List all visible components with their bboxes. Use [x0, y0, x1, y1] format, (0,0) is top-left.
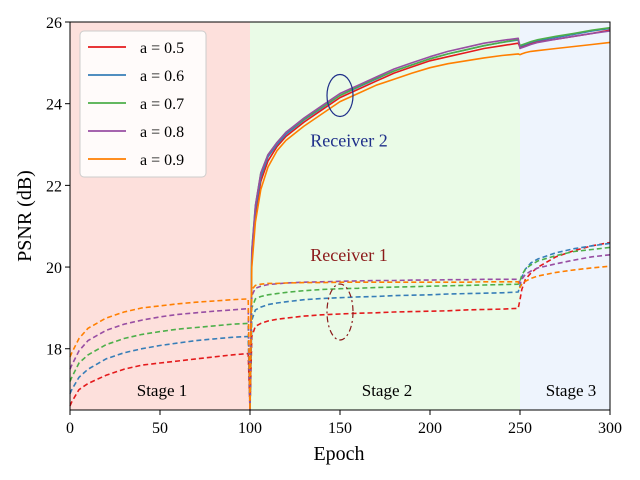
series-line-receiver1-07: [69, 246, 611, 411]
y-tick-label: 22: [46, 178, 62, 195]
series-line-receiver2-09: [249, 41, 611, 411]
x-tick-label: 0: [66, 420, 74, 437]
series-line-receiver2-05: [249, 29, 611, 411]
stage-2-label: Stage 2: [362, 381, 413, 400]
y-tick-label: 20: [46, 260, 62, 277]
receiver-2-ellipse: [326, 73, 354, 118]
x-axis-title: Epoch: [313, 443, 364, 465]
stage-labels: Stage 1 Stage 2 Stage 3: [137, 381, 597, 400]
series-line-receiver1-09: [69, 265, 611, 411]
y-tick-label: 24: [46, 97, 62, 114]
y-tick-label: 26: [46, 15, 62, 32]
annotations: Receiver 2 Receiver 1: [310, 73, 388, 341]
x-tick-label: 50: [152, 420, 168, 437]
stage-2-background: [250, 22, 520, 410]
x-tick-label: 200: [418, 420, 442, 437]
series-line-receiver2-08: [249, 30, 611, 411]
legend-label: a = 0.8: [140, 124, 184, 141]
y-axis-title: PSNR (dB): [14, 170, 36, 262]
series-line-receiver1-06: [69, 242, 611, 411]
x-tick-label: 250: [508, 420, 532, 437]
legend-box: [79, 30, 207, 178]
stage-1-label: Stage 1: [137, 381, 188, 400]
y-tick-label: 18: [46, 342, 62, 359]
series-line-receiver1-08: [69, 254, 611, 411]
stage-3-background: [520, 22, 610, 410]
series-lines: [69, 26, 611, 411]
stage-3-label: Stage 3: [546, 381, 597, 400]
receiver-2-label: Receiver 2: [310, 130, 387, 150]
legend-label: a = 0.6: [140, 68, 184, 85]
series-line-receiver1-05: [69, 241, 611, 411]
x-tick-label: 150: [328, 420, 352, 437]
x-tick-label: 100: [238, 420, 262, 437]
legend: a = 0.5 a = 0.6 a = 0.7 a = 0.8 a = 0.9: [79, 30, 207, 178]
legend-label: a = 0.9: [140, 152, 184, 169]
receiver-1-ellipse: [326, 283, 354, 341]
x-tick-label: 300: [598, 420, 622, 437]
axes: 0 50 100 150 200 250 300 18 20 22 24 26: [46, 15, 622, 437]
receiver-1-label: Receiver 1: [310, 245, 387, 265]
legend-label: a = 0.5: [140, 40, 184, 57]
legend-label: a = 0.7: [140, 96, 184, 113]
